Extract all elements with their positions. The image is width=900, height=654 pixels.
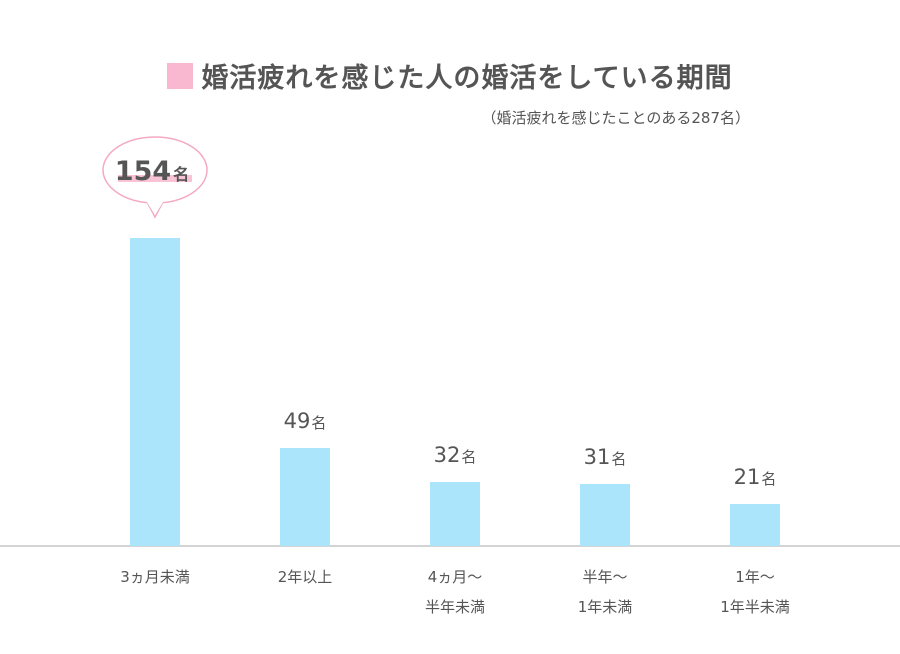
x-tick-label-5-1: 1年〜 <box>735 568 775 586</box>
legend-swatch <box>167 62 194 89</box>
bar-2 <box>280 448 330 546</box>
bar-value-label-3: 32名 <box>434 443 477 467</box>
x-tick-label-5-2: 1年半未満 <box>720 598 790 616</box>
x-tick-label-3-2: 半年未満 <box>425 598 485 616</box>
bar-value-label-2: 49名 <box>284 409 327 433</box>
bar-value-label-5: 21名 <box>734 465 777 489</box>
x-tick-label-4-2: 1年未満 <box>578 598 633 616</box>
callout-underline <box>118 175 192 182</box>
chart-title-row: 婚活疲れを感じた人の婚活をしている期間 <box>0 56 900 95</box>
bar-1 <box>130 238 180 546</box>
x-tick-label-4-1: 半年〜 <box>582 568 627 586</box>
bar-value-label-4: 31名 <box>584 445 627 469</box>
x-tick-label-1-1: 3ヵ月未満 <box>120 568 190 586</box>
chart-title: 婚活疲れを感じた人の婚活をしている期間 <box>201 63 733 94</box>
x-tick-label-2-1: 2年以上 <box>278 568 333 586</box>
bar-3 <box>430 482 480 546</box>
chart-subtitle: （婚活疲れを感じたことのある287名） <box>481 109 750 127</box>
bar-value-label-1: 154 名 <box>115 156 189 187</box>
x-tick-label-3-1: 4ヵ月〜 <box>428 568 483 586</box>
bar-4 <box>580 484 630 546</box>
bar-5 <box>730 504 780 546</box>
callout-pointer-cover <box>145 199 165 215</box>
